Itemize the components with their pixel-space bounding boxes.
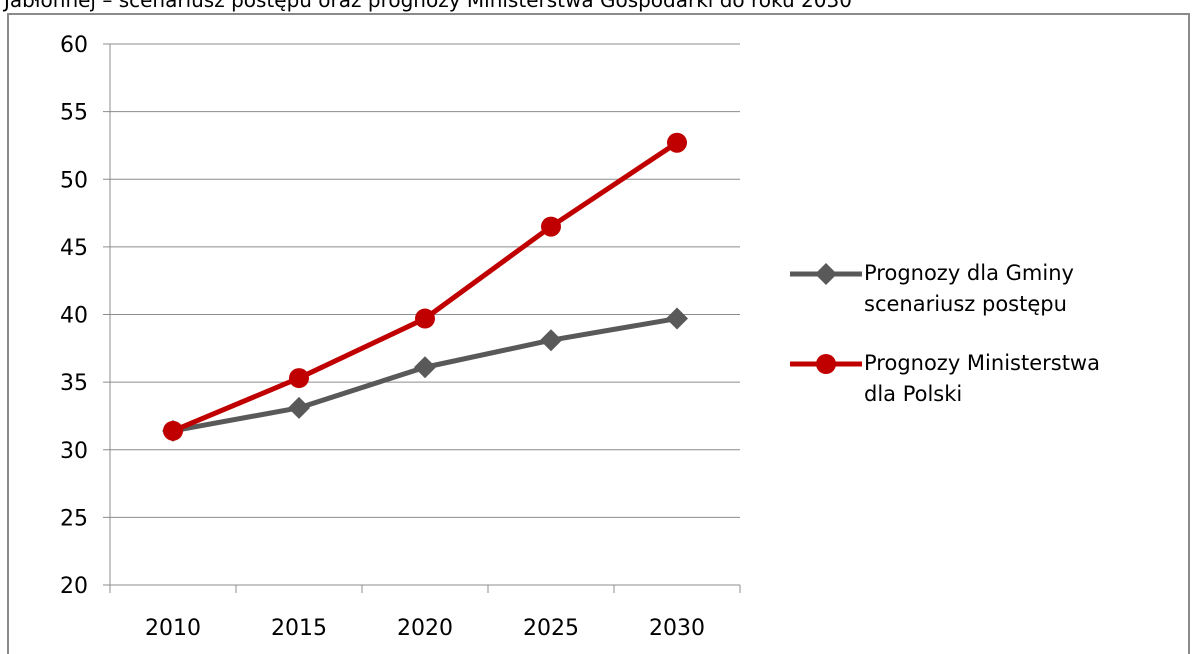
marker	[815, 263, 837, 285]
marker	[289, 368, 309, 389]
legend: Prognozy dla Gminy scenariusz postępu Pro…	[790, 258, 1110, 438]
x-tick-label: 2010	[145, 616, 201, 641]
legend-label: Prognozy dla Gminy scenariusz postępu	[864, 261, 1074, 316]
y-tick-label: 45	[60, 236, 88, 261]
y-tick-label: 35	[60, 371, 88, 396]
marker	[415, 308, 435, 329]
x-tick-label: 2030	[649, 616, 705, 641]
y-tick-label: 30	[60, 439, 88, 464]
y-tick-label: 20	[60, 574, 88, 599]
y-tick-label: 60	[60, 33, 88, 58]
x-tick-label: 2015	[271, 616, 327, 641]
y-tick-label: 40	[60, 304, 88, 329]
legend-key	[790, 263, 862, 285]
y-tick-label: 50	[60, 168, 88, 193]
chart-title: Jabłonnej – scenariusz postępu oraz prog…	[2, 0, 852, 12]
y-tick-label: 55	[60, 101, 88, 126]
legend-label: Prognozy Ministerstwa dla Polski	[864, 351, 1100, 406]
marker	[163, 420, 183, 441]
x-tick-label: 2020	[397, 616, 453, 641]
chart-frame	[7, 13, 1190, 654]
series-line	[172, 140, 679, 434]
marker	[816, 354, 836, 374]
marker	[288, 396, 310, 419]
legend-entry: Prognozy Ministerstwa dla Polski	[790, 348, 1110, 410]
marker	[667, 132, 687, 153]
marker	[540, 329, 562, 352]
y-tick-label: 25	[60, 506, 88, 531]
marker	[666, 307, 688, 330]
legend-entry: Prognozy dla Gminy scenariusz postępu	[790, 258, 1110, 320]
marker	[414, 356, 436, 379]
legend-key	[790, 354, 862, 374]
marker	[541, 216, 561, 237]
x-tick-label: 2025	[523, 616, 579, 641]
